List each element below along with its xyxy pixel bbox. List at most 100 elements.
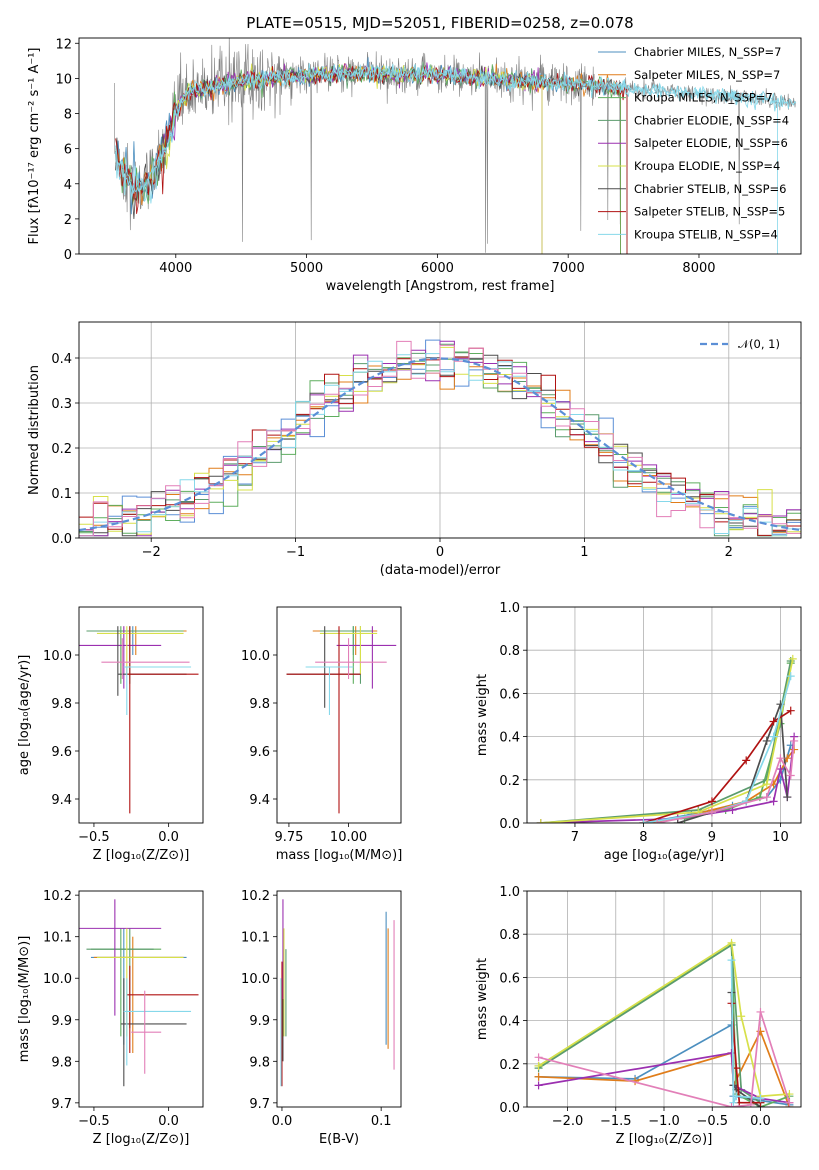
y-tick-label: 6	[64, 143, 72, 158]
x-axis-label: mass [log₁₀(M/M⊙)]	[276, 848, 403, 863]
y-tick-label: 0.8	[499, 644, 520, 659]
errorbar-point	[86, 626, 154, 684]
x-tick-label: −2.0	[552, 1114, 584, 1129]
plot-area-mass_vs_ebv	[280, 899, 395, 1087]
plot-area-age_vs_Z	[79, 626, 199, 814]
residual-histogram-pink	[79, 340, 801, 537]
normal-distribution-curve	[79, 357, 801, 532]
weight-point-marker	[762, 780, 771, 789]
weight-point-marker	[729, 1098, 738, 1107]
y-tick-label: 0.8	[499, 928, 520, 943]
legend-label: Salpeter ELODIE, N_SSP=6	[634, 136, 788, 150]
weight-point-marker	[727, 938, 736, 947]
x-axis-label: (data-model)/error	[380, 563, 501, 578]
plot-area-weight_vs_Z	[527, 891, 801, 1107]
plot-area-residuals	[79, 322, 801, 538]
axes-frame	[78, 321, 802, 539]
weight-point-marker	[727, 956, 736, 965]
panel-mass_vs_ebv: 0.0 0.1 9.7 9.8 9.9 10.0 10.1 10.2 E(B-V)	[241, 889, 402, 1147]
y-tick-label: 9.8	[51, 1055, 72, 1070]
axes-frame	[78, 37, 802, 255]
y-tick-label: 9.7	[51, 1097, 72, 1112]
weight-point-marker	[762, 736, 771, 745]
errorbar-point	[126, 626, 199, 814]
y-tick-label: 0.6	[499, 971, 520, 986]
weight-point-marker	[534, 1072, 543, 1081]
x-tick-label: 8000	[682, 261, 715, 276]
panel-age_vs_Z: −0.5 0.0 9.4 9.6 9.8 10.0 Z [log₁₀(Z/Z⊙)] age […	[17, 606, 204, 863]
y-tick-label: 0	[64, 248, 72, 263]
x-tick-label: 6000	[421, 261, 454, 276]
errorbar-point	[79, 626, 162, 689]
plot-area-mass_vs_Z	[79, 899, 199, 1087]
weight-point-marker	[769, 732, 778, 741]
weight-point-marker	[534, 1061, 543, 1070]
weight-point-marker	[536, 819, 545, 823]
y-tick-label: 10.1	[43, 931, 72, 946]
panel-residuals: −2 −1 0 1 2 0.0 0.1 0.2 0.3 0.4 (data-model)/error…	[27, 321, 802, 578]
y-tick-label: 0.0	[51, 532, 72, 547]
model-line-kroupa-stelib-full	[115, 64, 797, 192]
weight-point-marker	[756, 1007, 765, 1016]
axes-frame	[78, 606, 204, 824]
y-tick-label: 0.6	[499, 687, 520, 702]
errorbar-point	[96, 626, 184, 675]
y-axis-label: Normed distribution	[27, 365, 42, 495]
weight-point-marker	[785, 1098, 794, 1107]
legend-label: 𝒩(0, 1)	[738, 337, 780, 351]
errorbar-point	[131, 990, 162, 1074]
weight-point-marker	[534, 1081, 543, 1090]
x-tick-label: −1.5	[600, 1114, 632, 1129]
errorbar-point	[101, 638, 190, 679]
weight-series-line	[730, 960, 761, 1104]
weight-point-marker	[786, 771, 795, 780]
spectrum-legend: Chabrier MILES, N_SSP=7 Salpeter MILES, N…	[598, 45, 789, 241]
y-tick-label: 12	[55, 37, 72, 52]
x-tick-label: −2	[142, 545, 161, 560]
weight-point-marker	[788, 654, 797, 663]
x-tick-label: −1.0	[648, 1114, 680, 1129]
x-axis-label: age [log₁₀(age/yr)]	[604, 848, 725, 863]
errorbar-point	[319, 626, 373, 684]
errorbar-point	[336, 626, 397, 689]
y-tick-label: 0.0	[499, 817, 520, 832]
weight-point-marker	[762, 793, 771, 802]
y-tick-label: 9.8	[249, 697, 270, 712]
y-tick-label: 4	[64, 178, 72, 193]
y-tick-label: 1.0	[499, 885, 520, 900]
y-tick-label: 10.2	[43, 889, 72, 904]
weight-point-marker	[746, 1100, 755, 1107]
y-tick-label: 0.0	[499, 1101, 520, 1116]
legend-label: Kroupa STELIB, N_SSP=4	[634, 227, 778, 241]
y-tick-label: 0.4	[499, 1015, 520, 1030]
x-tick-label: 10	[772, 830, 789, 845]
errorbar-point	[117, 626, 187, 696]
weight-point-marker	[727, 1049, 736, 1057]
panel-age_vs_mass: 9.75 10.00 9.4 9.6 9.8 10.0 mass [log₁₀(M/M⊙)]	[241, 606, 403, 863]
x-tick-label: 2	[725, 545, 733, 560]
x-tick-label: −0.5	[78, 1114, 110, 1129]
legend-label: Salpeter STELIB, N_SSP=5	[634, 205, 785, 219]
errorbar-point	[123, 666, 192, 715]
x-tick-label: 0.0	[158, 830, 179, 845]
x-tick-label: 4000	[159, 261, 192, 276]
weight-point-marker	[769, 717, 778, 726]
x-tick-label: 9	[708, 830, 716, 845]
y-tick-label: 0.4	[499, 731, 520, 746]
legend-label: Kroupa ELODIE, N_SSP=4	[634, 159, 780, 173]
x-tick-label: 0.0	[750, 1114, 771, 1129]
y-tick-label: 9.8	[249, 1055, 270, 1070]
errorbar-point	[96, 928, 184, 1037]
weight-point-marker	[742, 756, 751, 765]
x-tick-label: 5000	[290, 261, 323, 276]
x-axis-label: Z [log₁₀(Z/Z⊙)]	[93, 1132, 190, 1147]
errorbar-point	[319, 626, 378, 675]
y-tick-label: 10.0	[43, 972, 72, 987]
y-tick-label: 10	[55, 72, 72, 87]
weight-series-line	[730, 1003, 761, 1104]
x-axis-label: E(B-V)	[319, 1132, 359, 1147]
weight-point-marker	[786, 657, 795, 665]
y-tick-label: 2	[64, 213, 72, 228]
y-tick-label: 9.4	[51, 793, 72, 808]
y-tick-label: 10.0	[241, 972, 270, 987]
